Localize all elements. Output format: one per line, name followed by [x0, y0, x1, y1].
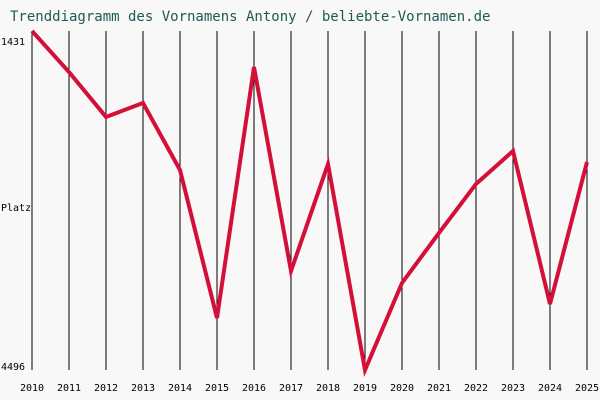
x-tick-label: 2014	[168, 383, 192, 394]
chart-title: Trenddiagramm des Vornamens Antony / bel…	[10, 9, 490, 25]
x-tick-label: 2020	[390, 383, 414, 394]
x-tick-label: 2018	[316, 383, 340, 394]
x-tick-label: 2012	[94, 383, 118, 394]
x-tick-label: 2022	[464, 383, 488, 394]
x-tick-label: 2019	[353, 383, 377, 394]
x-tick-label: 2011	[57, 383, 81, 394]
x-tick-label: 2023	[501, 383, 525, 394]
line	[30, 29, 589, 377]
x-tick-label: 2015	[205, 383, 229, 394]
x-tick-label: 2010	[20, 383, 44, 394]
x-tick-label: 2016	[242, 383, 266, 394]
x-tick-label: 2024	[538, 383, 562, 394]
x-tick-label: 2013	[131, 383, 155, 394]
x-tick-label: 2025	[575, 383, 599, 394]
y-tick-label: 1431	[1, 37, 25, 48]
y-axis-label: Platz	[1, 203, 31, 214]
x-tick-label: 2021	[427, 383, 451, 394]
y-tick-label: 4496	[1, 362, 25, 373]
x-tick-label: 2017	[279, 383, 303, 394]
